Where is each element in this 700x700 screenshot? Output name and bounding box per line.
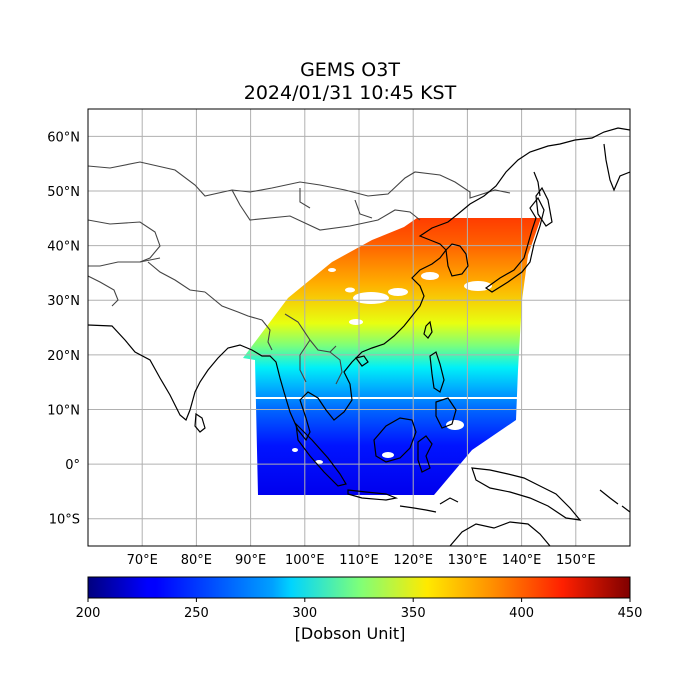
lat-tick-label: 30°N: [47, 294, 80, 309]
colorbar-tick-label: 300: [292, 606, 317, 621]
colorbar-label: [Dobson Unit]: [294, 624, 406, 643]
lat-tick-label: 60°N: [47, 130, 80, 145]
lon-tick-label: 120°E: [393, 553, 433, 568]
lon-tick-label: 140°E: [502, 553, 542, 568]
longitude-tick-labels: 70°E 80°E 90°E 100°E 110°E 120°E 130°E 140°E 150…: [127, 553, 596, 568]
gridlines: [88, 109, 630, 546]
colorbar-tick-label: 350: [401, 606, 426, 621]
colorbar-ticks: 200 250 300 350 400 450: [76, 598, 643, 621]
colorbar: [87, 576, 631, 599]
lon-tick-label: 100°E: [285, 553, 325, 568]
country-borders: [88, 161, 511, 385]
map-title: GEMS O3T: [300, 59, 400, 81]
lon-tick-label: 110°E: [339, 553, 379, 568]
lat-tick-label: 10°S: [49, 513, 80, 528]
lon-tick-label: 70°E: [127, 553, 158, 568]
lon-tick-label: 130°E: [448, 553, 488, 568]
lat-tick-label: 50°N: [47, 185, 80, 200]
colorbar-tick-label: 400: [509, 606, 534, 621]
lat-tick-label: 20°N: [47, 349, 80, 364]
lon-tick-label: 80°E: [181, 553, 212, 568]
missing-data-patches: [253, 268, 517, 464]
lon-tick-label: 90°E: [235, 553, 266, 568]
lon-tick-label: 150°E: [556, 553, 596, 568]
lat-tick-label: 10°N: [47, 403, 80, 418]
colorbar-tick-label: 200: [76, 606, 101, 621]
lat-tick-label: 0°: [65, 458, 80, 473]
colorbar-tick-label: 250: [184, 606, 209, 621]
map-frame: [87, 108, 631, 547]
colorbar-tick-label: 450: [618, 606, 643, 621]
lat-tick-label: 40°N: [47, 240, 80, 255]
latitude-tick-labels: 60°N 50°N 40°N 30°N 20°N 10°N 0° 10°S: [47, 130, 80, 527]
map-datetime: 2024/01/31 10:45 KST: [243, 82, 457, 104]
coastlines: [88, 127, 630, 546]
